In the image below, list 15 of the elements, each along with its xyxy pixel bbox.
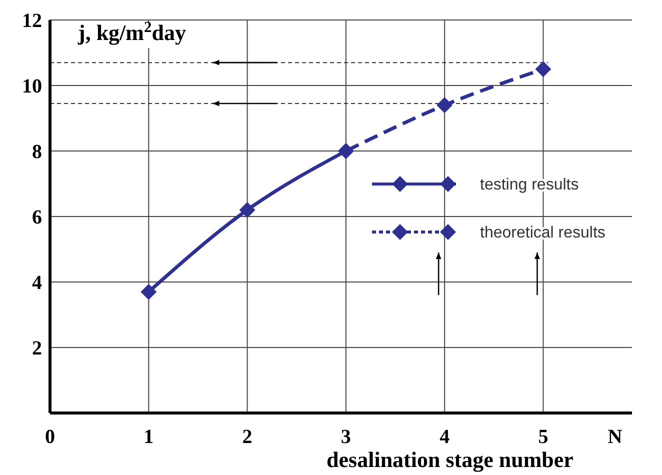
text: N: [608, 426, 623, 448]
x-axis-title: desalination stage number: [326, 447, 574, 472]
y-tick-label: 12: [22, 10, 42, 32]
x-tick-label: 3: [340, 426, 351, 448]
y-tick-label: 10: [22, 76, 42, 98]
x-tick-label: 0: [45, 426, 55, 448]
x-tick-label: 2: [242, 426, 252, 448]
y-tick-label: 4: [32, 272, 42, 294]
y-tick-label: 6: [32, 206, 42, 228]
y-tick-label: 8: [32, 141, 42, 163]
x-tick-label: 5: [538, 426, 548, 448]
x-tick-label: 4: [440, 426, 450, 448]
y-tick-label: 2: [32, 338, 42, 360]
x-tick-label: 1: [144, 426, 154, 448]
y-axis-title: j, kg/m$^{2}$day: [77, 18, 186, 45]
